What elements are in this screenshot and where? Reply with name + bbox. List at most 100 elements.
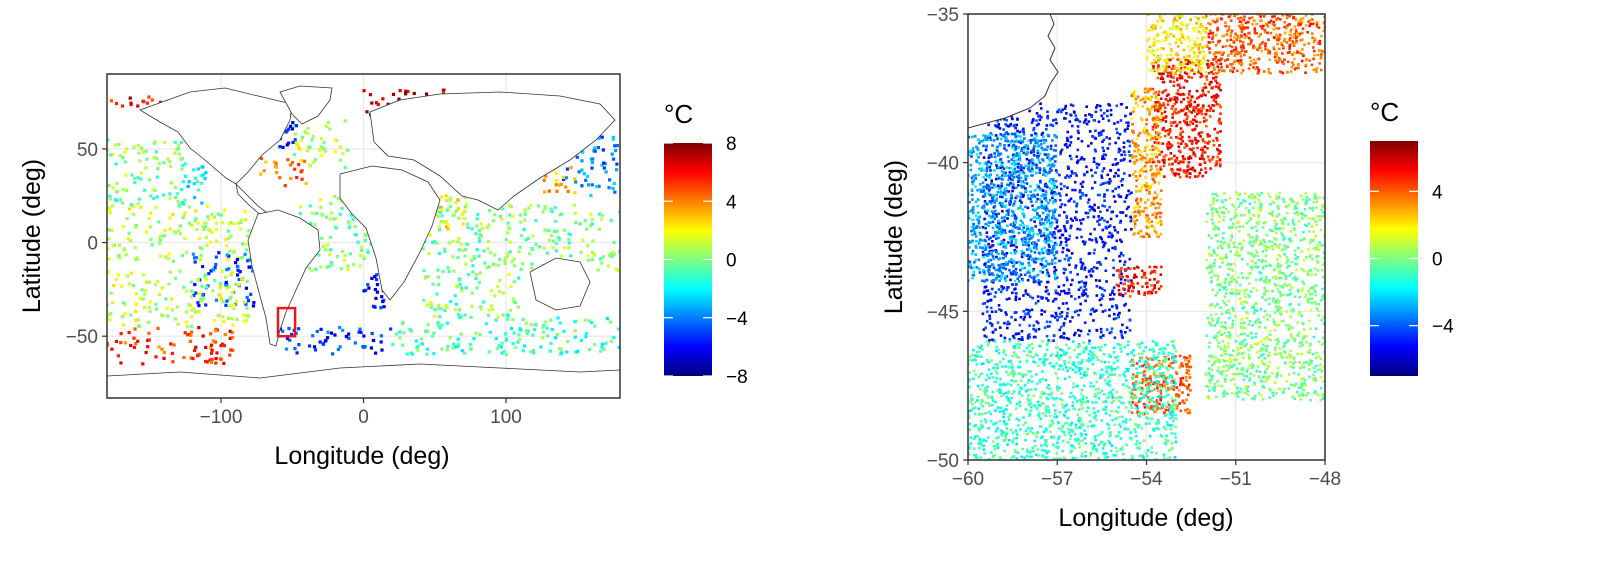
- zoom-data-point: [1123, 146, 1126, 149]
- global-data-point: [493, 254, 496, 257]
- zoom-data-point: [1212, 19, 1215, 22]
- zoom-data-point: [1249, 43, 1252, 46]
- global-data-point: [109, 153, 112, 156]
- zoom-data-point: [1019, 324, 1022, 327]
- zoom-data-point: [1001, 210, 1004, 213]
- zoom-data-point: [1114, 336, 1117, 339]
- zoom-data-point: [1212, 140, 1215, 143]
- zoom-data-point: [1199, 135, 1202, 138]
- zoom-data-point: [1030, 161, 1033, 164]
- global-data-point: [413, 92, 416, 95]
- zoom-data-point: [1024, 165, 1027, 168]
- zoom-data-point: [1239, 40, 1242, 43]
- global-data-point: [193, 196, 196, 199]
- zoom-data-point: [1073, 200, 1076, 203]
- zoom-data-point: [1041, 249, 1044, 252]
- zoom-data-point: [1171, 157, 1174, 160]
- zoom-data-point: [1079, 228, 1082, 231]
- global-data-point: [307, 127, 310, 130]
- zoom-data-point: [1233, 60, 1236, 63]
- zoom-data-point: [1284, 32, 1287, 35]
- global-data-point: [303, 160, 306, 163]
- zoom-data-point: [1117, 175, 1120, 178]
- zoom-data-point: [1014, 319, 1017, 322]
- zoom-data-point: [1190, 366, 1193, 369]
- global-data-point: [446, 348, 449, 351]
- zoom-data-point: [999, 326, 1002, 329]
- global-data-point: [227, 317, 230, 320]
- zoom-data-point: [1036, 139, 1039, 142]
- global-data-point: [486, 226, 489, 229]
- zoom-data-point: [1115, 240, 1118, 243]
- zoom-data-point: [1039, 161, 1042, 164]
- zoom-data-point: [1194, 115, 1197, 118]
- zoom-data-point: [1097, 206, 1100, 209]
- zoom-data-point: [1251, 23, 1254, 26]
- zoom-data-point: [1047, 117, 1050, 120]
- zoom-data-point: [1074, 114, 1077, 117]
- global-data-point: [133, 327, 136, 330]
- global-data-point: [614, 267, 617, 270]
- global-data-point: [203, 221, 206, 224]
- zoom-data-point: [1121, 103, 1124, 106]
- zoom-data-point: [1103, 199, 1106, 202]
- global-data-point: [227, 267, 230, 270]
- zoom-data-point: [1194, 101, 1197, 104]
- zoom-data-point: [1162, 81, 1165, 84]
- global-data-point: [543, 190, 546, 193]
- zoom-data-point: [1187, 76, 1190, 79]
- zoom-data-point: [1000, 182, 1003, 185]
- zoom-data-point: [1043, 234, 1046, 237]
- zoom-data-point: [972, 274, 975, 277]
- global-data-point: [190, 224, 193, 227]
- zoom-data-point: [1153, 278, 1156, 281]
- global-data-point: [612, 241, 615, 244]
- global-data-point: [613, 191, 616, 194]
- global-data-point: [301, 136, 304, 139]
- zoom-data-point: [1054, 278, 1057, 281]
- zoom-data-point: [1139, 214, 1142, 217]
- zoom-data-point: [1133, 215, 1136, 218]
- zoom-data-point: [983, 292, 986, 295]
- zoom-data-point: [1216, 20, 1219, 23]
- zoom-data-point: [1052, 236, 1055, 239]
- zoom-data-point: [1272, 46, 1275, 49]
- global-data-point: [324, 248, 327, 251]
- global-data-point: [563, 246, 566, 249]
- global-data-point: [470, 259, 473, 262]
- zoom-data-point: [1170, 124, 1173, 127]
- global-data-point: [319, 265, 322, 268]
- zoom-data-point: [1069, 155, 1072, 158]
- global-data-point: [206, 360, 209, 363]
- zoom-data-point: [1241, 31, 1244, 34]
- zoom-data-point: [1143, 403, 1146, 406]
- global-data-point: [214, 263, 217, 266]
- global-data-point: [185, 310, 188, 313]
- global-data-point: [438, 315, 441, 318]
- zoom-data-point: [1267, 38, 1270, 41]
- global-data-point: [497, 264, 500, 267]
- global-data-point: [174, 186, 177, 189]
- global-data-point: [379, 306, 382, 309]
- zoom-data-point: [1160, 223, 1163, 226]
- global-data-point: [314, 268, 317, 271]
- zoom-data-point: [1088, 198, 1091, 201]
- global-data-point: [115, 182, 118, 185]
- zoom-data-point: [1208, 47, 1211, 50]
- zoom-data-point: [1112, 298, 1115, 301]
- zoom-data-point: [1039, 181, 1042, 184]
- zoom-data-point: [1003, 144, 1006, 147]
- zoom-data-point: [1166, 94, 1169, 97]
- zoom-data-point: [1021, 279, 1024, 282]
- global-data-point: [391, 343, 394, 346]
- zoom-data-point: [1040, 235, 1043, 238]
- zoom-data-point: [997, 321, 1000, 324]
- zoom-data-point: [992, 197, 995, 200]
- zoom-data-point: [974, 135, 977, 138]
- zoom-data-point: [1242, 19, 1245, 22]
- global-data-point: [204, 303, 207, 306]
- global-data-point: [325, 266, 328, 269]
- global-colorbar-tick-label: 0: [726, 251, 737, 272]
- global-data-point: [201, 294, 204, 297]
- zoom-data-point: [998, 304, 1001, 307]
